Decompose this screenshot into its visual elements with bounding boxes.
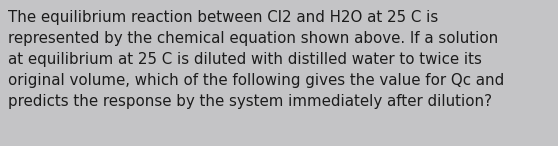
Text: The equilibrium reaction between Cl2 and H2O at 25 C is
represented by the chemi: The equilibrium reaction between Cl2 and… [8, 10, 504, 109]
